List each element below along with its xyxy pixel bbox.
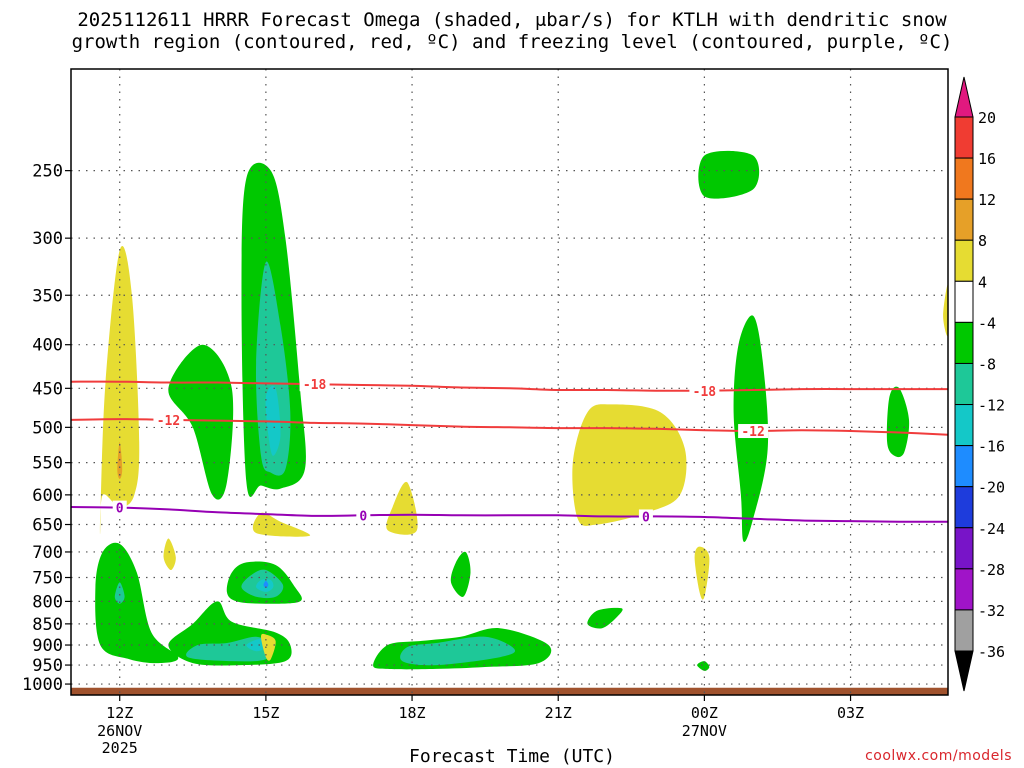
contour-label-0: 0	[359, 509, 367, 524]
colorbar-segment-7	[954, 404, 974, 447]
y-tick-label: 300	[32, 229, 63, 249]
colorbar-segment-11	[954, 568, 974, 611]
contour-label-bg-0-1	[356, 508, 371, 523]
x-tick-label: 00Z	[691, 704, 718, 722]
y-tick-label: 650	[32, 516, 63, 536]
contour-line--12	[71, 418, 948, 436]
colorbar-segment-4	[954, 280, 974, 323]
omega-region-22	[572, 404, 687, 526]
contour-label-bg--18-1	[689, 383, 720, 398]
colorbar-label: 4	[978, 273, 987, 291]
contour-label--12: -12	[157, 414, 180, 429]
x-tick-date-label: 26NOV	[97, 722, 142, 740]
y-tick-label: 550	[32, 454, 63, 474]
y-tick-label: 750	[32, 569, 63, 589]
x-tick-label: 18Z	[399, 704, 426, 722]
credit-link[interactable]: coolwx.com/models	[865, 748, 1012, 764]
omega-region-21	[450, 551, 471, 597]
colorbar-segment-5	[954, 321, 974, 364]
colorbar-label: -8	[978, 355, 996, 373]
colorbar-label: 8	[978, 232, 987, 250]
colorbar-label: -24	[978, 520, 1005, 538]
y-tick-label: 350	[32, 286, 63, 306]
contour-label-bg--12-1	[738, 424, 769, 439]
colorbar-segment-0	[954, 116, 974, 159]
x-axis-title: Forecast Time (UTC)	[409, 746, 615, 767]
omega-region-9	[95, 542, 179, 664]
y-tick-label: 1000	[22, 675, 63, 695]
colorbar-bottom-arrow	[954, 650, 974, 692]
contour-label-bg-0-2	[638, 509, 653, 524]
omega-region-28	[886, 386, 910, 458]
colorbar-segment-8	[954, 445, 974, 488]
colorbar-label: -20	[978, 479, 1005, 497]
colorbar-label: 16	[978, 150, 996, 168]
omega-region-18	[261, 633, 276, 661]
y-tick-label: 950	[32, 656, 63, 676]
colorbar-label: -4	[978, 314, 996, 332]
colorbar-label: -28	[978, 561, 1005, 579]
omega-region-8	[163, 538, 176, 570]
colorbar-segment-10	[954, 527, 974, 570]
x-tick-label: 12Z	[106, 704, 133, 722]
contour-label--12: -12	[741, 425, 764, 440]
colorbar-label: -12	[978, 397, 1005, 415]
contour-label-bg--18-0	[299, 377, 330, 392]
omega-region-10	[114, 582, 125, 604]
plot-frame	[70, 68, 949, 696]
colorbar-label: -32	[978, 602, 1005, 620]
x-tick-label: 21Z	[545, 704, 572, 722]
ground-strip	[71, 687, 948, 695]
y-tick-label: 500	[32, 418, 63, 438]
y-tick-label: 800	[32, 592, 63, 612]
contour-label--18: -18	[303, 378, 327, 393]
x-tick-date-label: 27NOV	[682, 722, 727, 740]
chart-title-line1: 2025112611 HRRR Forecast Omega (shaded, …	[77, 9, 947, 31]
y-tick-label: 250	[32, 162, 63, 182]
y-tick-label: 900	[32, 636, 63, 656]
y-tick-label: 400	[32, 336, 63, 356]
omega-region-23	[587, 607, 623, 629]
omega-region-26	[698, 150, 760, 199]
contour-label-bg--12-0	[153, 412, 184, 427]
colorbar-segment-1	[954, 157, 974, 200]
colorbar-label: -36	[978, 643, 1005, 661]
colorbar-segment-3	[954, 239, 974, 282]
omega-region-0	[99, 245, 140, 535]
omega-region-25	[697, 661, 710, 671]
x-tick-label: 15Z	[252, 704, 279, 722]
y-tick-label: 450	[32, 379, 63, 399]
omega-region-29	[943, 284, 948, 337]
omega-region-7	[386, 481, 418, 535]
x-tick-label: 03Z	[837, 704, 864, 722]
y-tick-label: 700	[32, 543, 63, 563]
omega-region-17	[263, 581, 269, 589]
x-tick-year-label: 2025	[102, 739, 138, 757]
y-tick-label: 850	[32, 615, 63, 635]
contour-label-0: 0	[116, 502, 124, 517]
colorbar-label: -16	[978, 438, 1005, 456]
y-tick-label: 600	[32, 486, 63, 506]
contour-line--18	[71, 380, 948, 392]
omega-region-24	[694, 546, 710, 600]
omega-region-13	[246, 638, 267, 652]
omega-region-20	[400, 636, 516, 666]
colorbar-segment-2	[954, 198, 974, 241]
colorbar-segment-6	[954, 362, 974, 406]
colorbar-segment-9	[954, 486, 974, 529]
contour-label--18: -18	[693, 385, 717, 400]
colorbar-label: 12	[978, 191, 996, 209]
colorbar-top-arrow	[954, 76, 974, 118]
contour-line-0	[71, 506, 948, 523]
chart-title-line2: growth region (contoured, red, ºC) and f…	[71, 31, 953, 53]
contour-label-bg-0-0	[112, 500, 127, 515]
colorbar-segment-12	[954, 609, 974, 652]
colorbar-label: 20	[978, 109, 996, 127]
contour-label-0: 0	[642, 510, 650, 525]
